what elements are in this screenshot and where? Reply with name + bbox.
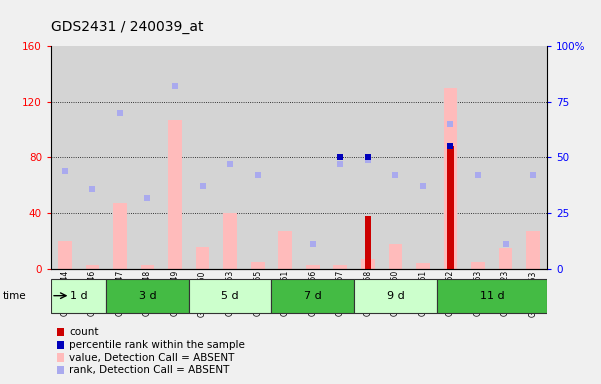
Bar <box>437 46 464 269</box>
Bar <box>409 46 437 269</box>
Bar <box>51 279 106 313</box>
Bar <box>133 46 161 269</box>
Bar <box>141 265 154 269</box>
Bar <box>354 279 437 313</box>
Text: 7 d: 7 d <box>304 291 322 301</box>
Bar <box>85 265 99 269</box>
Bar <box>189 279 272 313</box>
Bar <box>299 46 326 269</box>
Bar <box>196 247 210 269</box>
Bar <box>388 244 402 269</box>
Bar <box>113 204 127 269</box>
Bar <box>278 231 292 269</box>
Bar <box>79 46 106 269</box>
Bar <box>365 216 371 269</box>
Text: 9 d: 9 d <box>386 291 404 301</box>
Text: 1 d: 1 d <box>70 291 87 301</box>
Bar <box>334 265 347 269</box>
Bar <box>272 279 354 313</box>
Text: percentile rank within the sample: percentile rank within the sample <box>69 340 245 350</box>
Bar <box>223 213 237 269</box>
Bar <box>251 262 264 269</box>
Bar <box>189 46 216 269</box>
Bar <box>168 120 182 269</box>
Bar <box>447 146 454 269</box>
Bar <box>444 88 457 269</box>
Bar <box>354 46 382 269</box>
Bar <box>526 231 540 269</box>
Bar <box>326 46 354 269</box>
Text: 3 d: 3 d <box>139 291 156 301</box>
Text: value, Detection Call = ABSENT: value, Detection Call = ABSENT <box>69 353 234 362</box>
Text: count: count <box>69 327 99 337</box>
Text: 11 d: 11 d <box>480 291 504 301</box>
Text: 5 d: 5 d <box>221 291 239 301</box>
Bar <box>499 248 513 269</box>
Bar <box>51 46 79 269</box>
Bar <box>471 262 485 269</box>
Bar <box>272 46 299 269</box>
Text: GDS2431 / 240039_at: GDS2431 / 240039_at <box>51 20 204 34</box>
Bar <box>244 46 272 269</box>
Bar <box>58 241 72 269</box>
Bar <box>161 46 189 269</box>
Text: time: time <box>3 291 26 301</box>
Bar <box>106 46 133 269</box>
Bar <box>492 46 519 269</box>
Bar <box>519 46 547 269</box>
Bar <box>106 279 189 313</box>
Bar <box>361 259 375 269</box>
Bar <box>437 279 547 313</box>
Bar <box>306 265 320 269</box>
Bar <box>216 46 244 269</box>
Bar <box>464 46 492 269</box>
Bar <box>382 46 409 269</box>
Text: rank, Detection Call = ABSENT: rank, Detection Call = ABSENT <box>69 365 230 375</box>
Bar <box>416 263 430 269</box>
